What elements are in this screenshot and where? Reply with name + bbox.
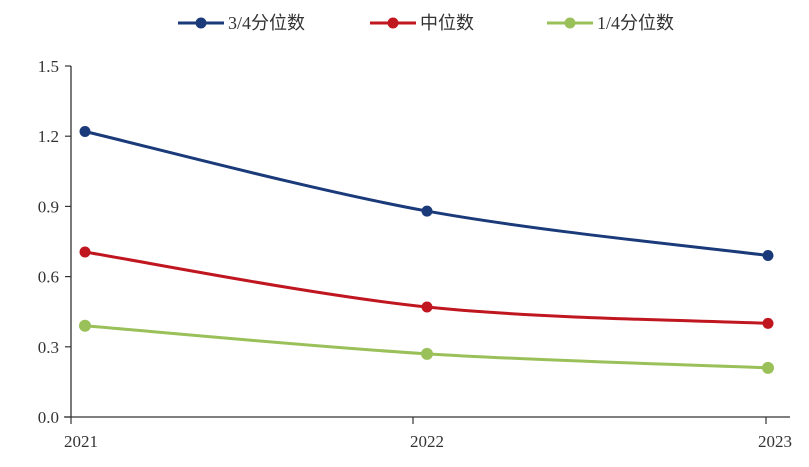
data-point-marker bbox=[762, 361, 774, 374]
x-tick-label: 2022 bbox=[410, 432, 444, 451]
legend-marker-icon bbox=[387, 17, 399, 29]
y-tick-label: 0.6 bbox=[38, 268, 59, 287]
data-point-marker bbox=[79, 246, 91, 258]
data-point-marker bbox=[79, 319, 91, 332]
y-tick-label: 1.5 bbox=[38, 57, 59, 76]
data-point-marker bbox=[79, 126, 91, 138]
legend-label: 中位数 bbox=[420, 13, 474, 33]
x-tick-label: 2023 bbox=[758, 432, 792, 451]
series-lines bbox=[79, 126, 774, 374]
data-point-marker bbox=[421, 301, 433, 313]
y-tick-label: 0.9 bbox=[38, 197, 59, 216]
legend-label: 3/4分位数 bbox=[228, 13, 305, 33]
axes: 0.0 0.3 0.6 0.9 1.2 1.5 2021 2022 2023 bbox=[38, 57, 792, 451]
series-2 bbox=[79, 319, 774, 374]
legend: 3/4分位数 中位数 1/4分位数 bbox=[178, 13, 674, 33]
y-tick-label: 0.3 bbox=[38, 338, 59, 357]
x-tick-label: 2021 bbox=[64, 432, 98, 451]
data-point-marker bbox=[762, 250, 774, 262]
series-line bbox=[84, 324, 769, 370]
data-point-marker bbox=[421, 347, 433, 360]
series-0 bbox=[79, 126, 774, 262]
legend-marker-icon bbox=[564, 17, 576, 29]
data-point-marker bbox=[762, 317, 774, 329]
y-tick-label: 0.0 bbox=[38, 408, 59, 427]
y-tick-label: 1.2 bbox=[38, 127, 59, 146]
series-line bbox=[84, 250, 769, 325]
series-line bbox=[84, 130, 769, 258]
legend-item: 中位数 bbox=[370, 13, 474, 33]
series-1 bbox=[79, 246, 774, 329]
legend-label: 1/4分位数 bbox=[597, 13, 674, 33]
legend-item: 3/4分位数 bbox=[178, 13, 305, 33]
legend-marker-icon bbox=[195, 17, 207, 29]
legend-item: 1/4分位数 bbox=[547, 13, 674, 33]
data-point-marker bbox=[421, 205, 433, 217]
